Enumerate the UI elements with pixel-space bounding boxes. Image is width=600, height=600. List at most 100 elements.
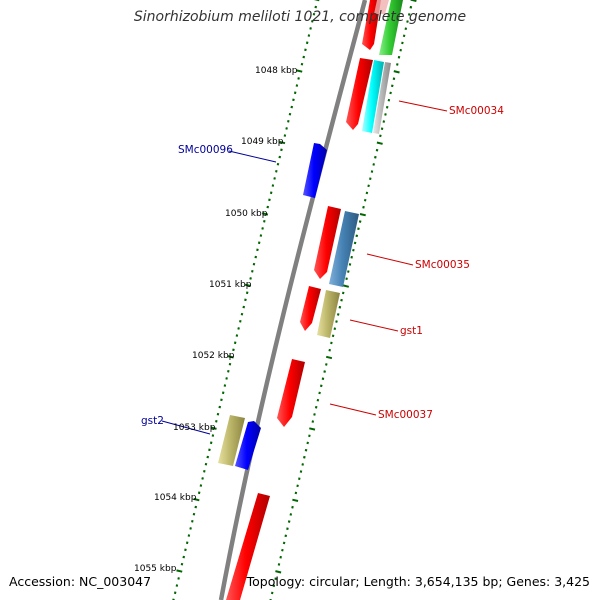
outer-ring-minor-tick xyxy=(350,255,353,259)
outer-ring-minor-tick xyxy=(399,48,402,52)
outer-ring-major-tick xyxy=(325,355,333,360)
inner-ring-major-tick xyxy=(279,140,286,145)
outer-ring-minor-tick xyxy=(363,198,367,202)
inner-ring-minor-tick xyxy=(307,34,311,37)
label-connectors xyxy=(161,100,448,435)
inner-ring-minor-tick xyxy=(300,62,304,66)
inner-ring-major-tick xyxy=(210,426,217,430)
inner-ring-major-tick xyxy=(193,497,200,502)
inner-ring-minor-tick xyxy=(268,198,271,202)
outer-ring-minor-tick xyxy=(379,134,382,138)
inner-ring-minor-tick xyxy=(285,127,288,130)
outer-ring-major-tick xyxy=(309,427,316,431)
inner-ring-minor-tick xyxy=(173,591,177,595)
gene-feature-gst1-red[interactable] xyxy=(300,286,321,331)
outer-ring-minor-tick xyxy=(372,163,375,166)
inner-ring-minor-tick xyxy=(293,91,297,95)
gene-label-smc00035[interactable]: SMc00035 xyxy=(415,259,470,271)
inner-ring-minor-tick xyxy=(288,112,292,116)
inner-ring-minor-tick xyxy=(283,134,287,137)
outer-ring-minor-tick xyxy=(382,120,386,123)
gene-label-smc00096[interactable]: SMc00096 xyxy=(178,144,233,156)
outer-ring-minor-tick xyxy=(335,320,338,323)
inner-ring-minor-tick xyxy=(302,55,306,59)
inner-ring-minor-tick xyxy=(233,341,237,345)
inner-ring-minor-tick xyxy=(180,562,184,566)
accession-text: Accession: NC_003047 xyxy=(9,574,152,589)
gene-label-smc00034[interactable]: SMc00034 xyxy=(449,105,504,117)
inner-ring-minor-tick xyxy=(259,234,263,237)
inner-ring-minor-tick xyxy=(184,548,187,552)
tick-label-1048: 1048 kbp xyxy=(255,66,298,76)
inner-ring-minor-tick xyxy=(175,584,179,587)
tick-label-1049: 1049 kbp xyxy=(241,137,284,147)
gene-feature-smc00034-gray[interactable] xyxy=(373,62,391,134)
gene-feature-bottom-red[interactable] xyxy=(226,493,270,600)
gene-feature-smc00035-red[interactable] xyxy=(314,206,341,279)
gene-feature-gst2-khaki[interactable] xyxy=(218,415,245,466)
genome-title: Sinorhizobium meliloti 1021, complete ge… xyxy=(133,9,467,25)
inner-ring-minor-tick xyxy=(201,477,204,480)
inner-ring-major-tick xyxy=(296,69,303,73)
outer-ring-minor-tick xyxy=(282,541,286,545)
outer-ring-minor-tick xyxy=(341,291,345,295)
inner-ring-minor-tick xyxy=(220,398,223,402)
outer-ring-minor-tick xyxy=(304,448,308,452)
outer-ring-minor-tick xyxy=(316,398,320,402)
gene-label-gst1[interactable]: gst1 xyxy=(400,325,423,337)
outer-ring-minor-tick xyxy=(301,463,304,466)
gene-feature-smc00037[interactable] xyxy=(277,359,305,427)
outer-ring-minor-tick xyxy=(407,13,411,16)
gene-feature-smc00035-steel[interactable] xyxy=(329,211,359,287)
outer-ring-minor-tick xyxy=(291,505,294,509)
outer-ring-minor-tick xyxy=(311,420,315,423)
inner-tick-ring xyxy=(172,0,320,600)
inner-ring-minor-tick xyxy=(304,48,307,52)
inner-ring-minor-tick xyxy=(221,391,225,395)
gene-feature-top-green[interactable] xyxy=(379,0,403,55)
genome-backbone xyxy=(218,0,368,600)
outer-ring-minor-tick xyxy=(409,5,413,9)
gene-feature-smc00034-cyan[interactable] xyxy=(362,60,384,133)
gene-feature-gst1-khaki[interactable] xyxy=(317,290,340,338)
tick-label-1050: 1050 kbp xyxy=(225,209,268,219)
inner-ring-major-tick xyxy=(261,212,269,216)
outer-ring-minor-tick xyxy=(358,220,362,223)
inner-ring-minor-tick xyxy=(218,405,222,409)
outer-ring-minor-tick xyxy=(387,98,391,102)
inner-ring-minor-tick xyxy=(199,484,203,487)
inner-ring-minor-tick xyxy=(204,462,208,466)
gene-labels: SMc00034 SMc00096 SMc00035 gst1 SMc00037… xyxy=(141,105,504,427)
outer-ring-minor-tick xyxy=(287,520,291,523)
outer-ring-major-tick xyxy=(342,284,350,288)
outer-ring-minor-tick xyxy=(296,484,299,488)
inner-ring-minor-tick xyxy=(223,384,227,387)
outer-ring-minor-tick xyxy=(313,413,316,416)
inner-ring-minor-tick xyxy=(182,555,186,559)
inner-ring-minor-tick xyxy=(252,262,256,266)
gene-feature-gst2-blue[interactable] xyxy=(235,421,261,470)
gene-label-smc00037[interactable]: SMc00037 xyxy=(378,409,433,421)
inner-ring-minor-tick xyxy=(266,205,270,209)
gene-feature-smc00096[interactable] xyxy=(303,143,327,198)
outer-ring-minor-tick xyxy=(348,263,352,266)
inner-ring-minor-tick xyxy=(209,441,213,445)
outer-ring-minor-tick xyxy=(323,370,326,373)
outer-ring-minor-tick xyxy=(277,563,281,566)
inner-ring-minor-tick xyxy=(280,148,283,152)
outer-ring-minor-tick xyxy=(347,270,350,273)
inner-ring-minor-tick xyxy=(249,277,252,280)
gene-label-gst2[interactable]: gst2 xyxy=(141,415,164,427)
outer-ring-minor-tick xyxy=(385,105,389,109)
outer-ring-minor-tick xyxy=(401,41,404,45)
gene-feature-smc00034-red[interactable] xyxy=(346,58,373,130)
inner-ring-minor-tick xyxy=(192,512,196,516)
inner-ring-minor-tick xyxy=(244,298,247,302)
outer-ring-major-tick xyxy=(410,0,417,2)
inner-ring-minor-tick xyxy=(314,5,318,9)
outer-ring-minor-tick xyxy=(272,584,276,588)
outer-ring-minor-tick xyxy=(294,491,298,495)
outer-ring-minor-tick xyxy=(389,91,392,95)
outer-ring-minor-tick xyxy=(374,155,377,159)
gene-feature-top-light[interactable] xyxy=(374,0,389,14)
